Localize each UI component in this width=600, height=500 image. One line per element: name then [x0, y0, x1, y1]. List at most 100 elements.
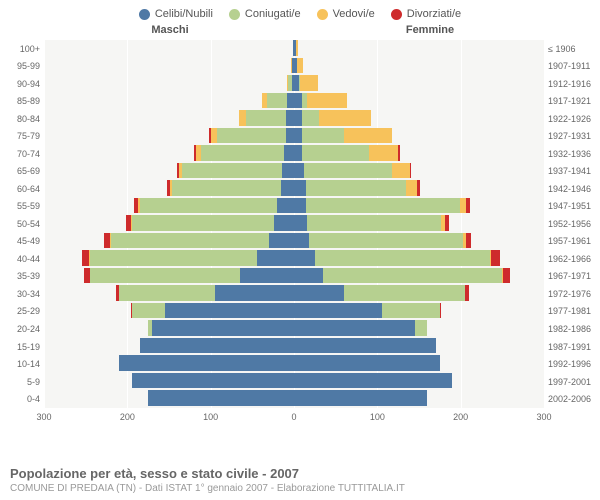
- bar-female: [294, 250, 544, 266]
- bar-seg: [294, 93, 302, 109]
- bar-seg: [460, 198, 467, 214]
- bars-area: [44, 40, 544, 408]
- legend-item: Coniugati/e: [229, 8, 301, 20]
- bar-seg: [369, 145, 398, 161]
- birth-label: 2002-2006: [548, 394, 600, 404]
- bar-seg: [294, 320, 415, 336]
- bar-seg: [294, 180, 306, 196]
- bar-male: [44, 145, 294, 161]
- bar-seg: [286, 128, 294, 144]
- birth-label: ≤ 1906: [548, 44, 600, 54]
- bar-female: [294, 198, 544, 214]
- bar-seg: [415, 320, 428, 336]
- birth-label: 1997-2001: [548, 377, 600, 387]
- bar-seg: [315, 250, 490, 266]
- bar-seg: [277, 198, 294, 214]
- x-tick: 200: [453, 412, 468, 422]
- bar-seg: [445, 215, 449, 231]
- bar-seg: [111, 233, 269, 249]
- x-tick: 200: [120, 412, 135, 422]
- bar-row: [44, 40, 544, 56]
- bar-seg: [294, 128, 302, 144]
- x-axis-female: 100200300: [294, 410, 544, 430]
- bar-seg: [201, 145, 284, 161]
- birth-label: 1957-1961: [548, 236, 600, 246]
- bar-female: [294, 233, 544, 249]
- legend-item: Vedovi/e: [317, 8, 375, 20]
- bar-female: [294, 390, 544, 406]
- bar-seg: [294, 215, 307, 231]
- birth-label: 1992-1996: [548, 359, 600, 369]
- bar-female: [294, 355, 544, 371]
- bar-seg: [440, 303, 441, 319]
- bar-row: [44, 180, 544, 196]
- legend-item: Celibi/Nubili: [139, 8, 213, 20]
- bar-seg: [466, 233, 471, 249]
- header-female: Femmine: [300, 24, 600, 36]
- bar-female: [294, 320, 544, 336]
- bar-seg: [491, 250, 499, 266]
- age-label: 35-39: [0, 271, 40, 281]
- bar-female: [294, 215, 544, 231]
- bar-male: [44, 233, 294, 249]
- bar-seg: [294, 198, 306, 214]
- bar-seg: [307, 93, 347, 109]
- grid-line: [544, 40, 545, 408]
- age-label: 55-59: [0, 201, 40, 211]
- bar-female: [294, 268, 544, 284]
- bar-seg: [286, 110, 294, 126]
- bar-male: [44, 58, 294, 74]
- bar-seg: [140, 198, 278, 214]
- bar-seg: [294, 355, 440, 371]
- bar-seg: [294, 390, 427, 406]
- bar-seg: [257, 250, 295, 266]
- birth-label: 1977-1981: [548, 306, 600, 316]
- age-label: 90-94: [0, 79, 40, 89]
- bar-seg: [140, 338, 294, 354]
- bar-seg: [466, 198, 469, 214]
- bar-row: [44, 233, 544, 249]
- bar-seg: [287, 93, 294, 109]
- x-tick: 100: [370, 412, 385, 422]
- age-label: 25-29: [0, 306, 40, 316]
- bar-male: [44, 390, 294, 406]
- birth-label: 1907-1911: [548, 61, 600, 71]
- birth-label: 1917-1921: [548, 96, 600, 106]
- bar-seg: [294, 145, 302, 161]
- bar-female: [294, 93, 544, 109]
- bar-male: [44, 320, 294, 336]
- age-label: 5-9: [0, 377, 40, 387]
- bar-row: [44, 303, 544, 319]
- bar-seg: [297, 58, 304, 74]
- birth-label: 1962-1966: [548, 254, 600, 264]
- bar-seg: [281, 180, 294, 196]
- bar-seg: [217, 128, 285, 144]
- age-label: 95-99: [0, 61, 40, 71]
- bar-row: [44, 58, 544, 74]
- birth-label: 1972-1976: [548, 289, 600, 299]
- bar-seg: [294, 285, 344, 301]
- bar-female: [294, 75, 544, 91]
- age-label: 75-79: [0, 131, 40, 141]
- bar-row: [44, 75, 544, 91]
- x-tick: 300: [36, 412, 51, 422]
- birth-label: 1922-1926: [548, 114, 600, 124]
- bar-male: [44, 110, 294, 126]
- bar-row: [44, 338, 544, 354]
- bar-row: [44, 163, 544, 179]
- age-label: 85-89: [0, 96, 40, 106]
- bar-row: [44, 390, 544, 406]
- bar-male: [44, 40, 294, 56]
- legend-label: Celibi/Nubili: [155, 8, 213, 20]
- bar-seg: [307, 215, 440, 231]
- bar-male: [44, 128, 294, 144]
- bar-row: [44, 128, 544, 144]
- bar-seg: [132, 215, 274, 231]
- bar-seg: [296, 40, 299, 56]
- bar-female: [294, 180, 544, 196]
- bar-seg: [182, 163, 282, 179]
- bar-male: [44, 250, 294, 266]
- bar-male: [44, 198, 294, 214]
- footer-title: Popolazione per età, sesso e stato civil…: [10, 466, 590, 481]
- bar-male: [44, 180, 294, 196]
